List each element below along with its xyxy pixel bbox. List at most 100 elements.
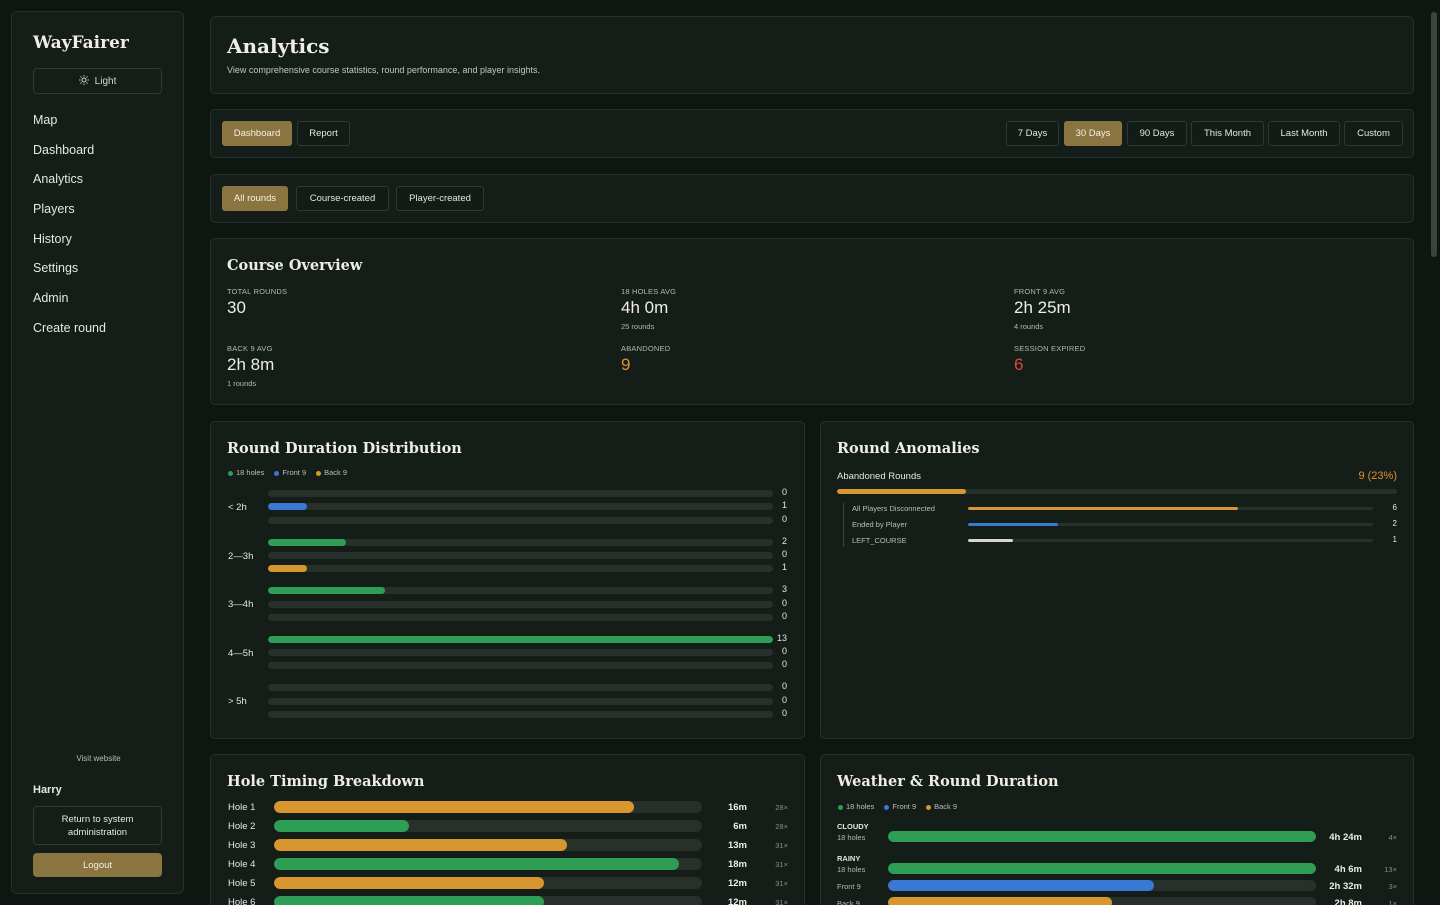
round-anomalies-card: Round Anomalies Abandoned Rounds 9 (23%)…	[820, 421, 1414, 739]
hole-label: Hole 1	[228, 802, 256, 813]
hole-bar-track	[274, 896, 702, 905]
duration-bar-track	[268, 697, 773, 705]
range-last-month-button[interactable]: Last Month	[1268, 121, 1340, 146]
hole-bar	[274, 896, 545, 905]
duration-count: 0	[781, 659, 787, 670]
range-7-days-button[interactable]: 7 Days	[1006, 121, 1059, 146]
duration-bar-track	[268, 662, 773, 670]
logout-button[interactable]: Logout	[33, 853, 162, 877]
sidebar-item-admin[interactable]: Admin	[33, 291, 69, 306]
hole-timing-title: Hole Timing Breakdown	[227, 773, 425, 790]
duration-bar-track	[268, 684, 773, 692]
hole-duration-value: 18m	[727, 859, 747, 870]
anomaly-reason-track	[968, 523, 1373, 526]
user-name: Harry	[33, 784, 62, 796]
stat-label-back-9-avg: BACK 9 AVG	[227, 344, 273, 353]
sidebar-item-dashboard[interactable]: Dashboard	[33, 142, 95, 157]
duration-bucket-label: < 2h	[228, 502, 247, 513]
duration-bar	[268, 538, 346, 546]
tab-report[interactable]: Report	[297, 121, 350, 146]
weather-bar-track	[888, 897, 1316, 905]
duration-bar-track	[268, 613, 773, 621]
theme-toggle-button[interactable]: Light	[33, 68, 162, 94]
stat-value-18-holes-avg: 4h 0m	[621, 298, 669, 317]
duration-bar-track	[268, 649, 773, 657]
range-90-days-button[interactable]: 90 Days	[1127, 121, 1187, 146]
duration-count: 0	[781, 681, 787, 692]
legend-item-back-9: Back 9	[316, 468, 347, 477]
weather-bar-track	[888, 863, 1316, 874]
stat-label-front-9-avg: FRONT 9 AVG	[1014, 287, 1066, 296]
page-subtitle: View comprehensive course statistics, ro…	[227, 65, 540, 75]
sidebar-item-analytics[interactable]: Analytics	[33, 172, 84, 187]
page-scrollbar[interactable]	[1431, 12, 1437, 257]
page-title: Analytics	[227, 34, 330, 58]
weather-row-label: 18 holes	[837, 865, 866, 874]
page-header: Analytics View comprehensive course stat…	[210, 16, 1414, 94]
brand-logo[interactable]: WayFairer	[33, 33, 129, 53]
duration-count: 0	[781, 708, 787, 718]
weather-bar	[888, 863, 1316, 874]
weather-duration-card: Weather & Round Duration 18 holes Front …	[820, 754, 1414, 905]
weather-bar-track	[888, 880, 1316, 891]
visit-website-link[interactable]: Visit website	[76, 754, 121, 763]
abandoned-rounds-fill	[837, 489, 966, 494]
range-custom-button[interactable]: Custom	[1344, 121, 1403, 146]
anomaly-reason-count: 6	[1392, 503, 1397, 512]
duration-bucket-label: 2—3h	[228, 550, 254, 562]
range-this-month-button[interactable]: This Month	[1191, 121, 1264, 146]
stat-label-abandoned: ABANDONED	[621, 344, 671, 353]
hole-bar	[274, 820, 410, 832]
return-to-admin-button[interactable]: Return to system administration	[33, 806, 162, 845]
sidebar-item-create-round[interactable]: Create round	[33, 320, 106, 335]
theme-toggle-label: Light	[94, 75, 117, 87]
filter-player-created[interactable]: Player-created	[396, 186, 484, 211]
weather-round-count: 3×	[1388, 882, 1397, 891]
hole-duration-value: 16m	[727, 802, 747, 813]
duration-bar-track	[268, 711, 773, 718]
weather-row-label: Front 9	[837, 882, 861, 891]
weather-duration-value: 2h 8m	[1334, 898, 1362, 905]
duration-count: 3	[781, 584, 787, 595]
stat-label-total-rounds: TOTAL ROUNDS	[227, 287, 288, 296]
hole-duration-value: 13m	[727, 840, 747, 851]
duration-count: 0	[781, 487, 787, 497]
range-30-days-button[interactable]: 30 Days	[1064, 121, 1122, 146]
weather-bar	[888, 897, 1112, 905]
duration-count: 0	[781, 548, 787, 559]
hole-bar	[274, 858, 680, 870]
duration-bar-track	[268, 635, 773, 643]
hole-round-count: 31×	[775, 860, 788, 869]
sidebar-item-settings[interactable]: Settings	[33, 261, 79, 276]
sidebar-item-map[interactable]: Map	[33, 113, 58, 127]
duration-count: 0	[781, 513, 787, 524]
hole-duration-value: 12m	[727, 897, 747, 905]
duration-count: 0	[781, 646, 787, 657]
filter-course-created[interactable]: Course-created	[296, 186, 389, 211]
hole-bar-track	[274, 858, 702, 870]
legend-item-18-holes: 18 holes	[228, 468, 264, 477]
duration-count: 13	[776, 632, 787, 643]
abandoned-rounds-track	[837, 489, 1397, 494]
anomaly-reason-bar	[968, 507, 1238, 510]
filter-all-rounds[interactable]: All rounds	[222, 186, 288, 211]
duration-bar-track	[268, 551, 773, 559]
hole-label: Hole 4	[228, 859, 256, 870]
weather-round-count: 4×	[1388, 833, 1397, 842]
anomaly-reason-label: Ended by Player	[852, 520, 908, 529]
tab-dashboard[interactable]: Dashboard	[222, 121, 292, 146]
abandoned-rounds-value: 9 (23%)	[1358, 470, 1397, 482]
weather-group-name: RAINY	[837, 854, 861, 863]
duration-bar-track	[268, 538, 773, 546]
duration-count: 0	[781, 597, 787, 608]
anomaly-reason-track	[968, 539, 1373, 542]
sidebar-item-history[interactable]: History	[33, 231, 72, 246]
hole-round-count: 31×	[775, 841, 788, 850]
stat-value-abandoned: 9	[621, 355, 631, 374]
sidebar-item-players[interactable]: Players	[33, 202, 75, 217]
legend-item-front-9: Front 9	[274, 468, 306, 477]
toolbar: Dashboard Report 7 Days 30 Days 90 Days …	[210, 109, 1414, 158]
duration-bar-track	[268, 600, 773, 608]
reasons-divider	[843, 503, 844, 547]
hole-bar-track	[274, 839, 702, 851]
